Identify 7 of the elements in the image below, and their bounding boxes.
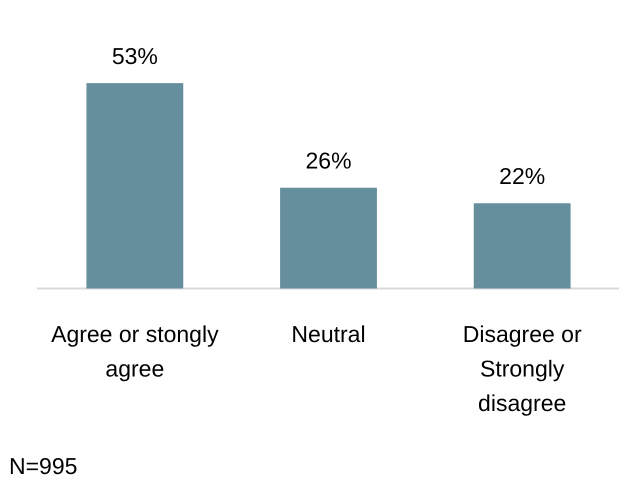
x-tick-label: Agree or stongly agree	[51, 321, 220, 382]
x-tick-label: Neutral	[291, 321, 366, 348]
x-tick-label: Disagree or Strongly disagree	[462, 321, 582, 416]
data-label: 53%	[112, 42, 158, 69]
text: N=995	[9, 453, 78, 479]
data-label: 26%	[305, 148, 352, 174]
data-label: 22%	[499, 163, 546, 190]
